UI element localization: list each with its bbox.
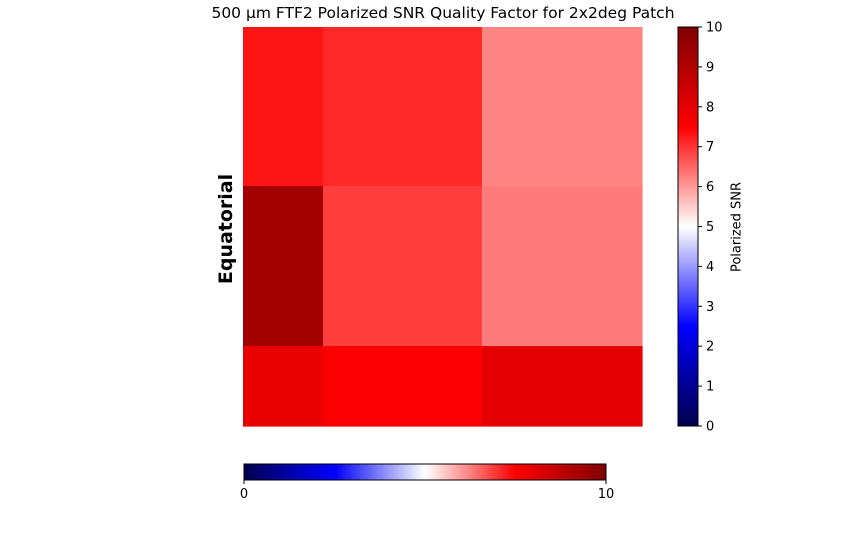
colorbar-tick-label: 5 (706, 220, 714, 235)
chart-title: 500 μm FTF2 Polarized SNR Quality Factor… (211, 4, 675, 22)
heatmap-area (243, 27, 643, 427)
colorbar-tick-label: 3 (706, 300, 714, 315)
colorbar-tick-label: 1 (706, 380, 714, 395)
colorbar-tick-label: 0 (706, 420, 714, 435)
vertical-colorbar: 0 1 2 3 4 5 6 7 8 9 10 (677, 21, 723, 435)
heatmap-cell (482, 346, 643, 427)
heatmap-cell (482, 27, 643, 187)
colorbar-tick-label: 9 (706, 60, 714, 75)
horizontal-colorbar: 0 10 (240, 463, 615, 502)
colorbar-tick-label: 7 (706, 140, 714, 155)
heatmap-cell (243, 346, 324, 427)
heatmap-cell (243, 186, 324, 347)
colorbar-gradient (677, 26, 699, 427)
horizontal-colorbar-tick-label: 0 (240, 487, 248, 502)
heatmap-cell (323, 186, 483, 347)
heatmap-cell (323, 27, 483, 187)
colorbar-tick-label: 10 (706, 21, 723, 36)
heatmap-cell (323, 346, 483, 427)
horizontal-colorbar-gradient (243, 463, 607, 481)
heatmap-cell (482, 186, 643, 347)
heatmap-cell (243, 27, 324, 187)
colorbar-tick-label: 8 (706, 100, 714, 115)
colorbar-tick-label: 4 (706, 260, 714, 275)
horizontal-colorbar-tick-label: 10 (598, 487, 615, 502)
colorbar-tick-label: 6 (706, 180, 714, 195)
colorbar-tick-label: 2 (706, 340, 714, 355)
